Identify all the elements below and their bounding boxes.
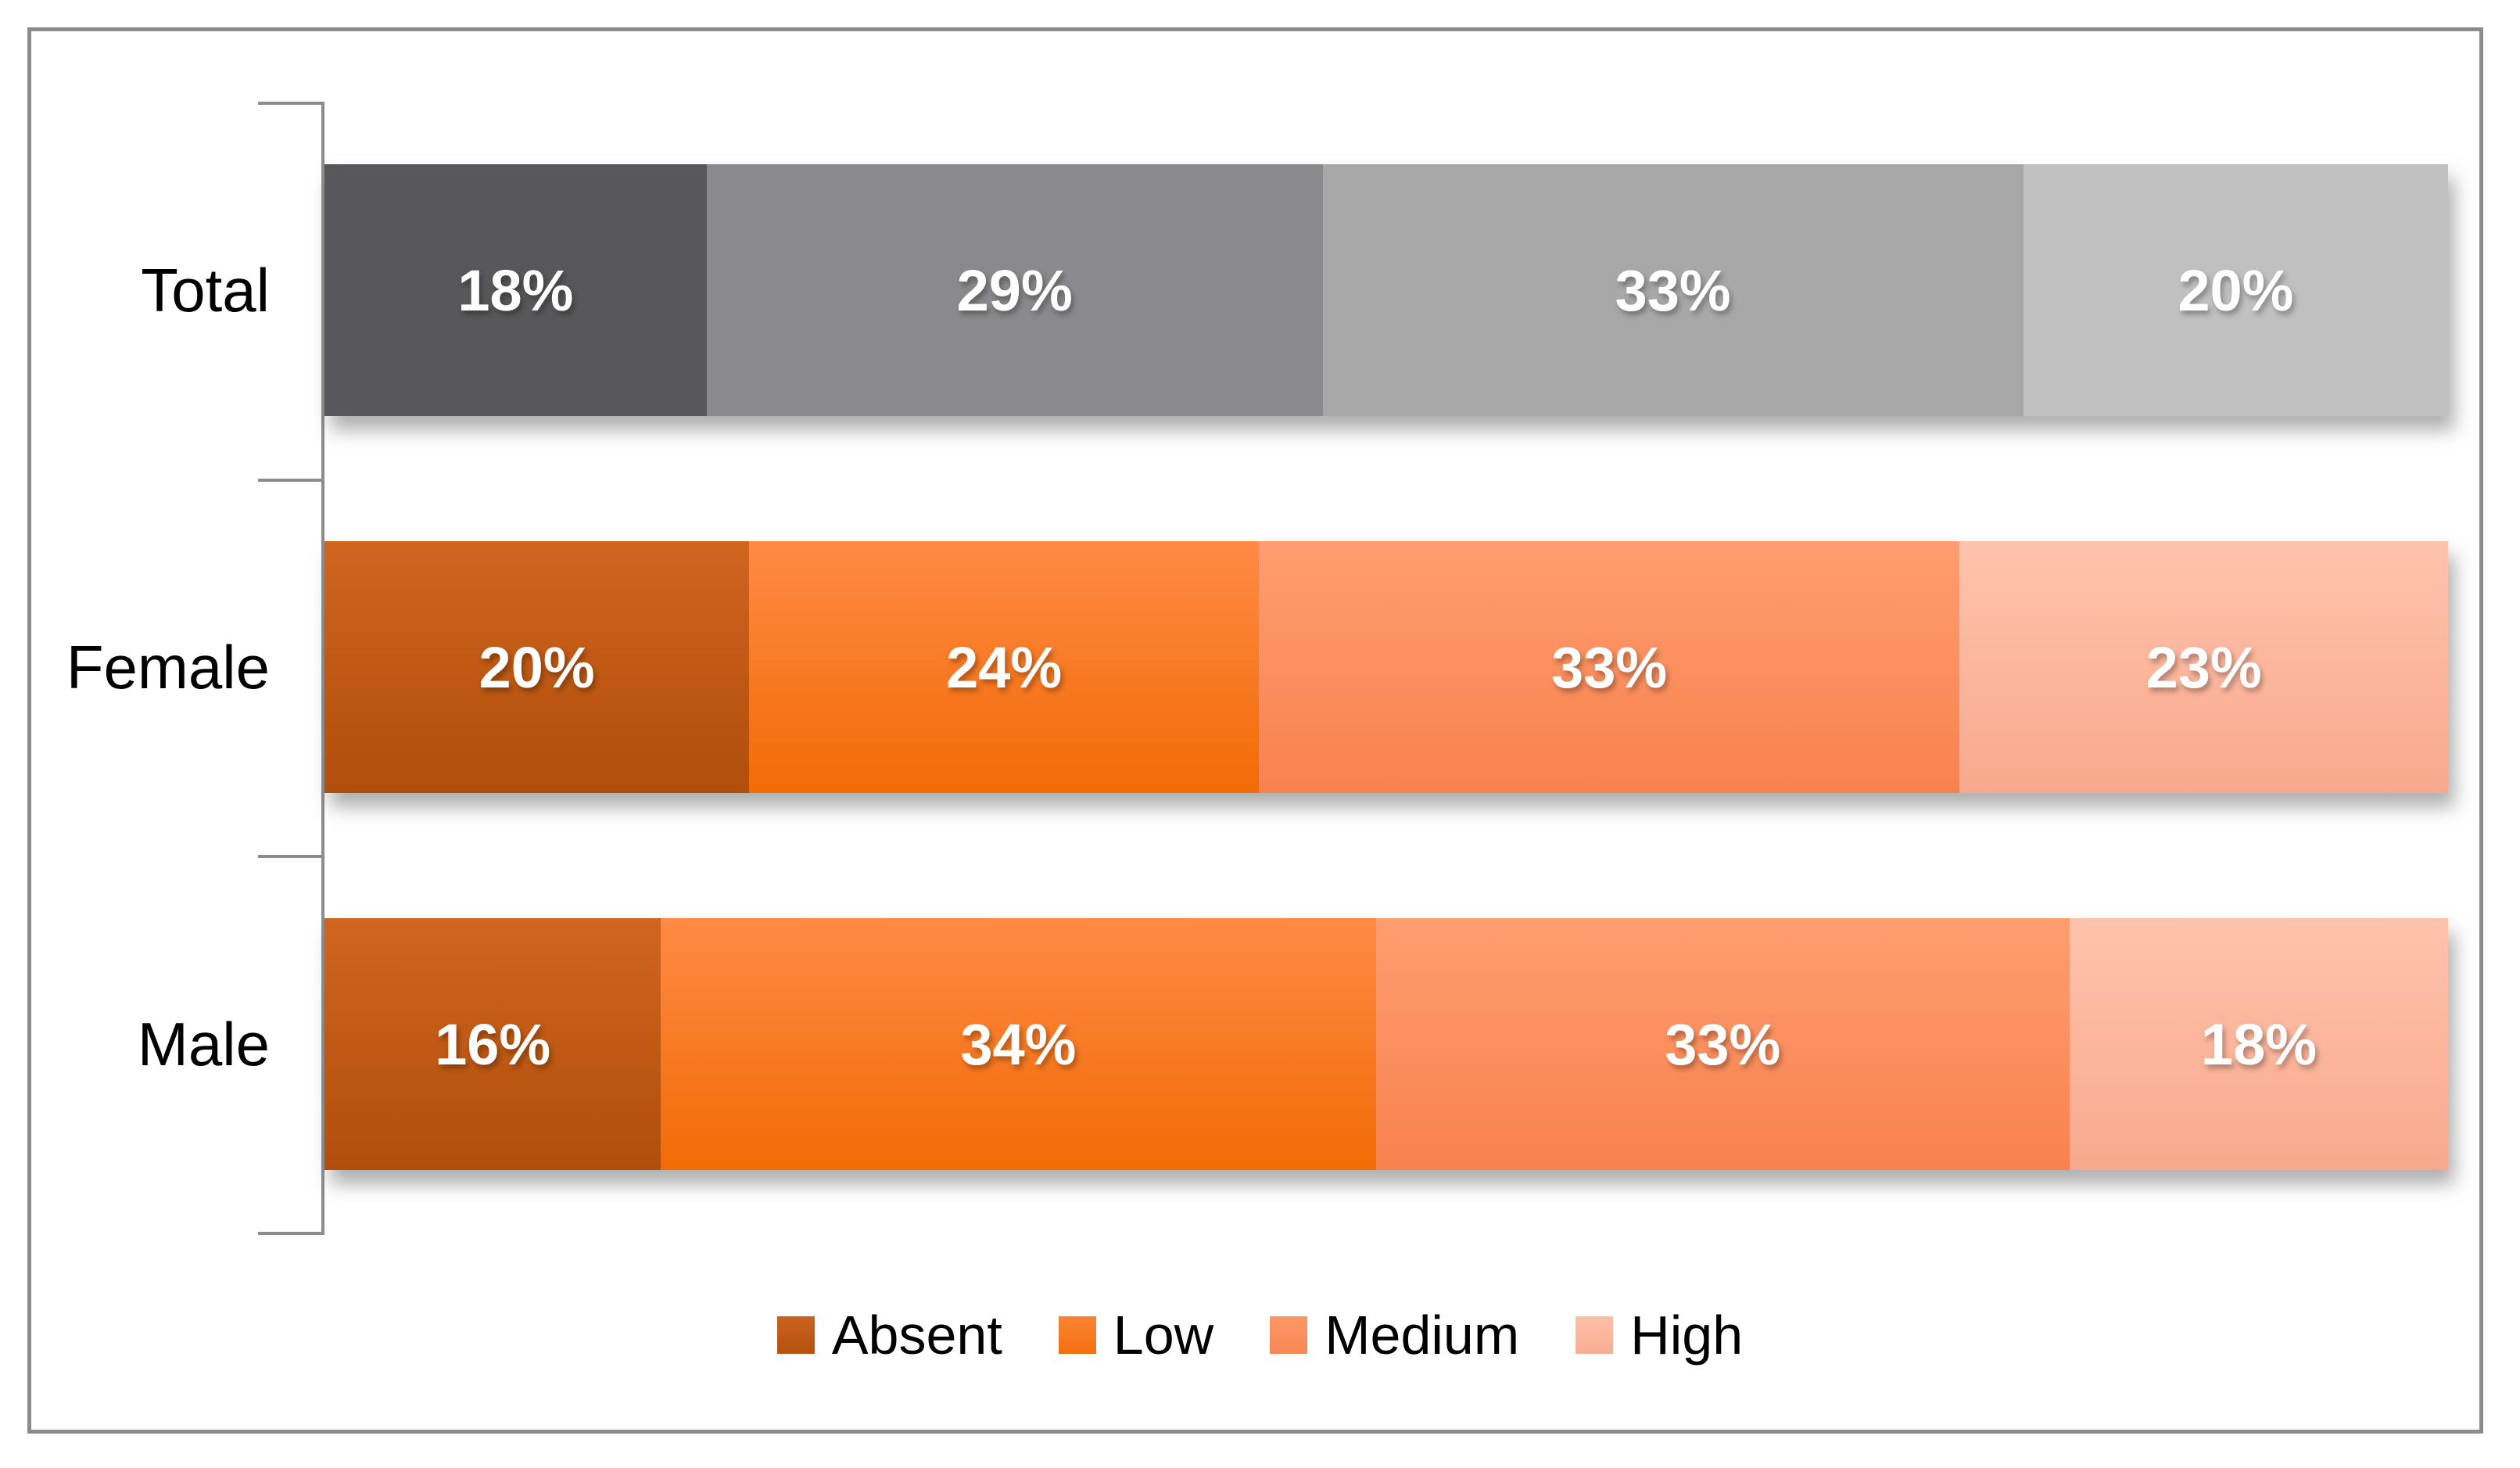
value-label-male-absent: 16%: [435, 1011, 551, 1077]
value-label-total-absent: 18%: [457, 257, 574, 323]
category-label-female: Female: [66, 633, 270, 702]
y-axis-tick-2: [258, 855, 324, 858]
legend-label-absent: Absent: [831, 1305, 1002, 1366]
value-label-male-high: 18%: [2200, 1011, 2317, 1077]
bar-segment-male-medium: 33%: [1375, 918, 2070, 1170]
value-label-total-high: 20%: [2178, 257, 2294, 323]
y-axis-line: [321, 102, 324, 1235]
legend-item-low: Low: [1058, 1304, 1214, 1366]
stacked-bar-male: 16% 34% 33% 18%: [324, 918, 2448, 1170]
value-label-total-low: 29%: [956, 257, 1073, 323]
bar-segment-total-absent: 18%: [324, 164, 707, 416]
legend-marker-medium-icon: [1270, 1316, 1308, 1354]
value-label-total-medium: 33%: [1615, 257, 1731, 323]
legend: Absent Low Medium High: [0, 1300, 2520, 1370]
legend-item-absent: Absent: [776, 1304, 1002, 1366]
value-label-female-medium: 33%: [1551, 634, 1668, 700]
legend-label-high: High: [1630, 1305, 1744, 1366]
bar-segment-total-low: 29%: [706, 164, 1323, 416]
bar-segment-female-medium: 33%: [1259, 541, 1960, 793]
value-label-male-medium: 33%: [1665, 1011, 1781, 1077]
value-label-female-low: 24%: [946, 634, 1063, 700]
legend-marker-low-icon: [1058, 1316, 1096, 1354]
value-label-male-low: 34%: [960, 1011, 1077, 1077]
bar-segment-male-low: 34%: [661, 918, 1376, 1170]
legend-label-low: Low: [1113, 1305, 1214, 1366]
bar-segment-total-high: 20%: [2023, 164, 2448, 416]
legend-item-medium: Medium: [1270, 1304, 1519, 1366]
bar-segment-female-absent: 20%: [324, 541, 750, 793]
bar-segment-male-high: 18%: [2069, 918, 2448, 1170]
bar-segment-female-low: 24%: [749, 541, 1260, 793]
bar-segment-female-high: 23%: [1959, 541, 2449, 793]
bar-segment-male-absent: 16%: [324, 918, 661, 1170]
y-axis-tick-3: [258, 1232, 324, 1235]
category-label-total: Total: [141, 256, 270, 325]
category-label-male: Male: [137, 1010, 270, 1079]
legend-marker-absent-icon: [776, 1316, 815, 1354]
legend-label-medium: Medium: [1325, 1305, 1520, 1366]
legend-marker-high-icon: [1575, 1316, 1614, 1354]
stacked-bar-total: 18% 29% 33% 20%: [324, 164, 2448, 416]
value-label-female-high: 23%: [2145, 634, 2262, 700]
y-axis-tick-0: [258, 102, 324, 105]
legend-item-high: High: [1575, 1304, 1743, 1366]
y-axis-tick-1: [258, 479, 324, 482]
value-label-female-absent: 20%: [479, 634, 595, 700]
stacked-bar-female: 20% 24% 33% 23%: [324, 541, 2449, 793]
bar-segment-total-medium: 33%: [1322, 164, 2024, 416]
